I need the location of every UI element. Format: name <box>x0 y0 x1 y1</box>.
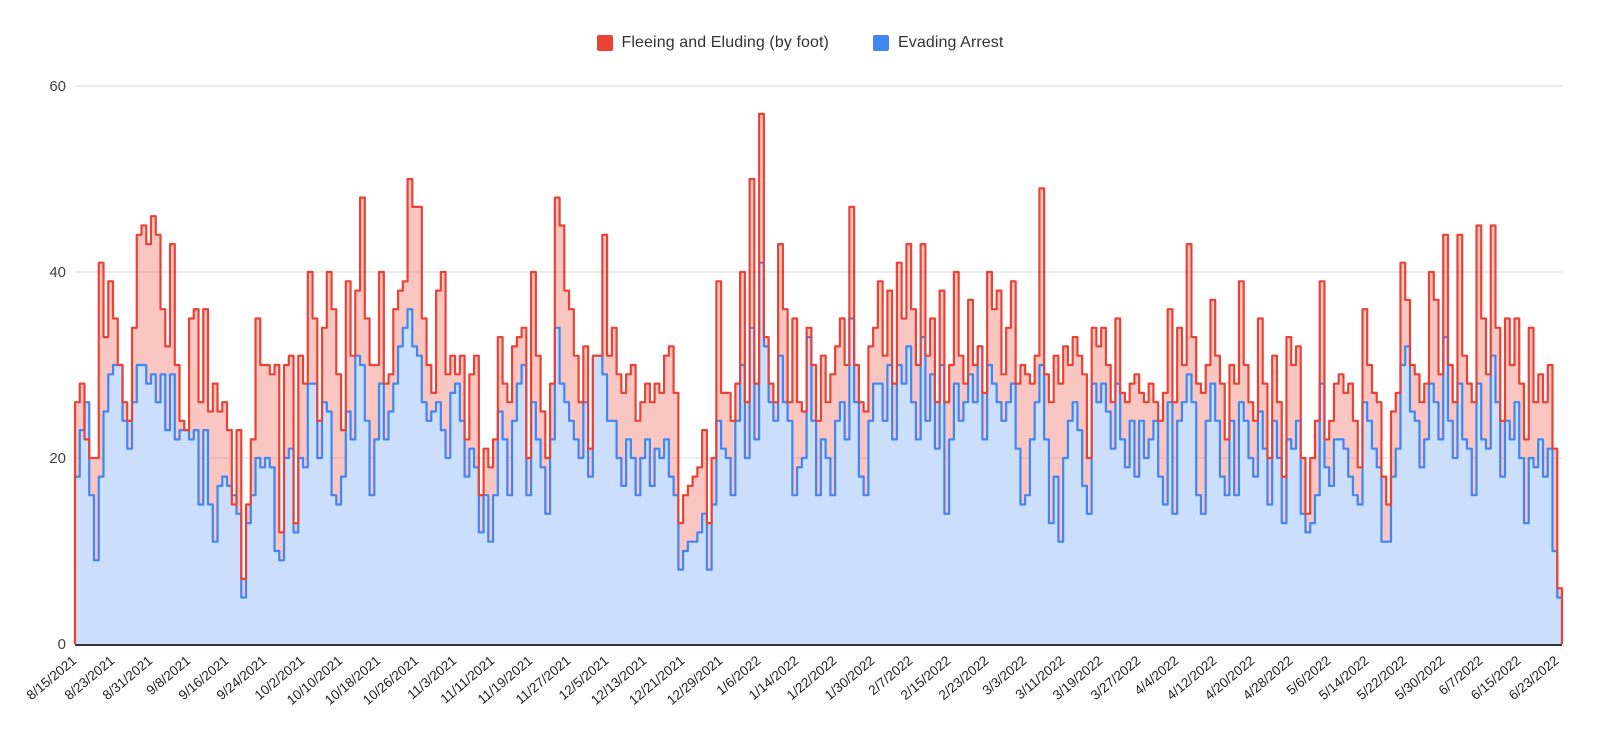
legend-label-evading-arrest: Evading Arrest <box>898 34 1004 51</box>
legend-item-evading-arrest: Evading Arrest <box>873 34 1003 52</box>
y-axis-label-60: 60 <box>49 78 66 95</box>
series-area-evading-arrest[interactable] <box>75 262 1562 644</box>
series-line-fleeing-and-eluding[interactable] <box>73 112 1564 644</box>
y-axis-label-20: 20 <box>49 450 66 467</box>
y-axis-label-0: 0 <box>58 636 66 653</box>
legend: Fleeing and Eluding (by foot) Evading Ar… <box>0 34 1600 52</box>
legend-swatch-red-icon <box>596 35 613 51</box>
legend-swatch-blue-icon <box>873 35 889 51</box>
series-line-evading-arrest[interactable] <box>73 261 1564 644</box>
y-axis-label-40: 40 <box>49 264 66 281</box>
legend-label-fleeing-and-eluding: Fleeing and Eluding (by foot) <box>621 34 829 51</box>
legend-item-fleeing-and-eluding: Fleeing and Eluding (by foot) <box>596 34 829 52</box>
